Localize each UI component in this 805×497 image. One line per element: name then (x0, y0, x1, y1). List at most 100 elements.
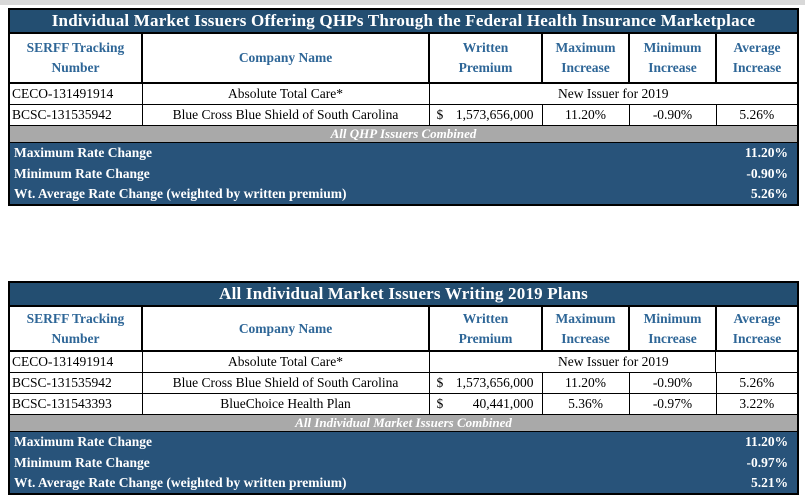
serff-cell: BCSC-131543393 (8, 392, 143, 415)
company-cell: Absolute Total Care* (141, 82, 430, 105)
col-header-written-premium: Written Premium (428, 32, 543, 84)
min-increase-cell: -0.90% (628, 103, 717, 126)
combined-band-row: All QHP Issuers Combined (7, 124, 800, 143)
col-header-line: Increase (561, 330, 610, 346)
written-premium-cell: $ 1,573,656,000 (428, 371, 543, 394)
avg-increase-cell: 5.26% (715, 103, 799, 126)
premium-amount: 40,441,000 (472, 395, 534, 411)
summary-value: 5.26% (716, 184, 799, 205)
qhp-issuers-table: Individual Market Issuers Offering QHPs … (7, 8, 800, 206)
min-increase-cell: -0.97% (628, 392, 717, 415)
summary-value: -0.90% (716, 163, 799, 184)
max-increase-cell: 11.20% (541, 371, 630, 394)
col-header-line: Increase (561, 60, 610, 75)
col-header-line: Increase (732, 60, 782, 75)
table-title: All Individual Market Issuers Writing 20… (7, 281, 800, 307)
company-cell: Absolute Total Care* (141, 350, 430, 373)
min-increase-cell: -0.90% (628, 371, 717, 394)
table-title-row: All Individual Market Issuers Writing 20… (7, 281, 800, 307)
col-header-line: Minimum (643, 40, 702, 56)
summary-label: Wt. Average Rate Change (weighted by wri… (9, 473, 716, 495)
col-header-max-increase: Maximum Increase (541, 32, 630, 84)
summary-value: 5.21% (716, 473, 799, 495)
col-header-line: Premium (458, 60, 513, 75)
col-header-line: Increase (648, 60, 697, 75)
col-header-line: Premium (458, 330, 513, 346)
written-premium-cell: $ 40,441,000 (428, 392, 543, 415)
all-issuers-table: All Individual Market Issuers Writing 20… (7, 281, 800, 496)
col-header-line: Average (733, 311, 781, 326)
col-header-line: Written (462, 40, 509, 56)
premium-amount: 1,573,656,000 (455, 374, 534, 390)
table-row: BCSC-131535942 Blue Cross Blue Shield of… (8, 371, 799, 394)
col-header-line: Maximum (555, 311, 616, 326)
summary-row-wt-avg: Wt. Average Rate Change (weighted by wri… (9, 184, 799, 205)
table-row: BCSC-131543393 BlueChoice Health Plan $ … (8, 392, 799, 415)
combined-band-row: All Individual Market Issuers Combined (7, 413, 800, 432)
col-header-avg-increase: Average Increase (714, 304, 800, 353)
col-header-line: Company Name (238, 50, 333, 66)
column-header-row: SERFF Tracking Number Company Name Writt… (8, 32, 800, 84)
col-header-line: Average (733, 40, 781, 56)
max-increase-cell: 5.36% (541, 392, 630, 415)
summary-label: Maximum Rate Change (9, 142, 716, 163)
col-header-serff: SERFF Tracking Number (8, 304, 143, 353)
avg-increase-cell: 5.26% (715, 371, 799, 394)
currency-symbol: $ (436, 106, 444, 122)
table-row-new-issuer: CECO-131491914 Absolute Total Care* New … (8, 350, 799, 373)
combined-band-label: All QHP Issuers Combined (7, 124, 800, 143)
combined-band-label: All Individual Market Issuers Combined (7, 413, 800, 432)
col-header-company: Company Name (141, 304, 430, 353)
col-header-line: Increase (732, 330, 782, 346)
summary-value: 11.20% (716, 142, 799, 163)
col-header-line: SERFF Tracking (26, 311, 125, 326)
summary-row-max: Maximum Rate Change 11.20% (9, 431, 799, 453)
table-title: Individual Market Issuers Offering QHPs … (7, 8, 800, 34)
company-cell: Blue Cross Blue Shield of South Carolina (141, 103, 430, 126)
max-increase-cell: 11.20% (541, 103, 630, 126)
col-header-max-increase: Maximum Increase (541, 304, 630, 353)
currency-symbol: $ (436, 395, 444, 411)
col-header-min-increase: Minimum Increase (628, 304, 717, 353)
summary-row-max: Maximum Rate Change 11.20% (9, 142, 799, 163)
summary-row-min: Minimum Rate Change -0.97% (9, 452, 799, 474)
col-header-line: Company Name (238, 320, 333, 336)
col-header-written-premium: Written Premium (428, 304, 543, 353)
col-header-line: SERFF Tracking (26, 40, 125, 56)
col-header-line: Written (462, 311, 509, 326)
col-header-serff: SERFF Tracking Number (8, 32, 143, 84)
serff-cell: CECO-131491914 (8, 350, 143, 373)
written-premium-cell: $ 1,573,656,000 (428, 103, 543, 126)
serff-cell: BCSC-131535942 (8, 371, 143, 394)
table-title-row: Individual Market Issuers Offering QHPs … (7, 8, 800, 34)
col-header-line: Minimum (643, 311, 702, 326)
company-cell: BlueChoice Health Plan (141, 392, 430, 415)
col-header-avg-increase: Average Increase (714, 32, 800, 84)
table-row-new-issuer: CECO-131491914 Absolute Total Care* New … (8, 82, 799, 105)
col-header-line: Number (51, 330, 100, 346)
summary-row-wt-avg: Wt. Average Rate Change (weighted by wri… (9, 473, 799, 495)
column-header-row: SERFF Tracking Number Company Name Writt… (8, 304, 800, 353)
summary-row-min: Minimum Rate Change -0.90% (9, 163, 799, 184)
serff-cell: BCSC-131535942 (8, 103, 143, 126)
summary-label: Wt. Average Rate Change (weighted by wri… (9, 184, 716, 205)
col-header-line: Number (51, 60, 100, 75)
col-header-line: Increase (648, 330, 697, 346)
page-top-strip (0, 0, 805, 5)
new-issuer-cell: New Issuer for 2019 (428, 82, 799, 105)
currency-symbol: $ (436, 374, 444, 390)
summary-value: 11.20% (716, 431, 799, 453)
new-issuer-cell: New Issuer for 2019 (428, 350, 799, 373)
summary-label: Minimum Rate Change (9, 452, 716, 474)
serff-cell: CECO-131491914 (8, 82, 143, 105)
company-cell: Blue Cross Blue Shield of South Carolina (141, 371, 430, 394)
col-header-line: Maximum (555, 40, 616, 56)
premium-amount: 1,573,656,000 (455, 106, 534, 122)
summary-label: Maximum Rate Change (9, 431, 716, 453)
table-row: BCSC-131535942 Blue Cross Blue Shield of… (8, 103, 799, 126)
avg-increase-cell: 3.22% (715, 392, 799, 415)
col-header-company: Company Name (141, 32, 430, 84)
col-header-min-increase: Minimum Increase (628, 32, 717, 84)
summary-value: -0.97% (716, 452, 799, 474)
summary-label: Minimum Rate Change (9, 163, 716, 184)
